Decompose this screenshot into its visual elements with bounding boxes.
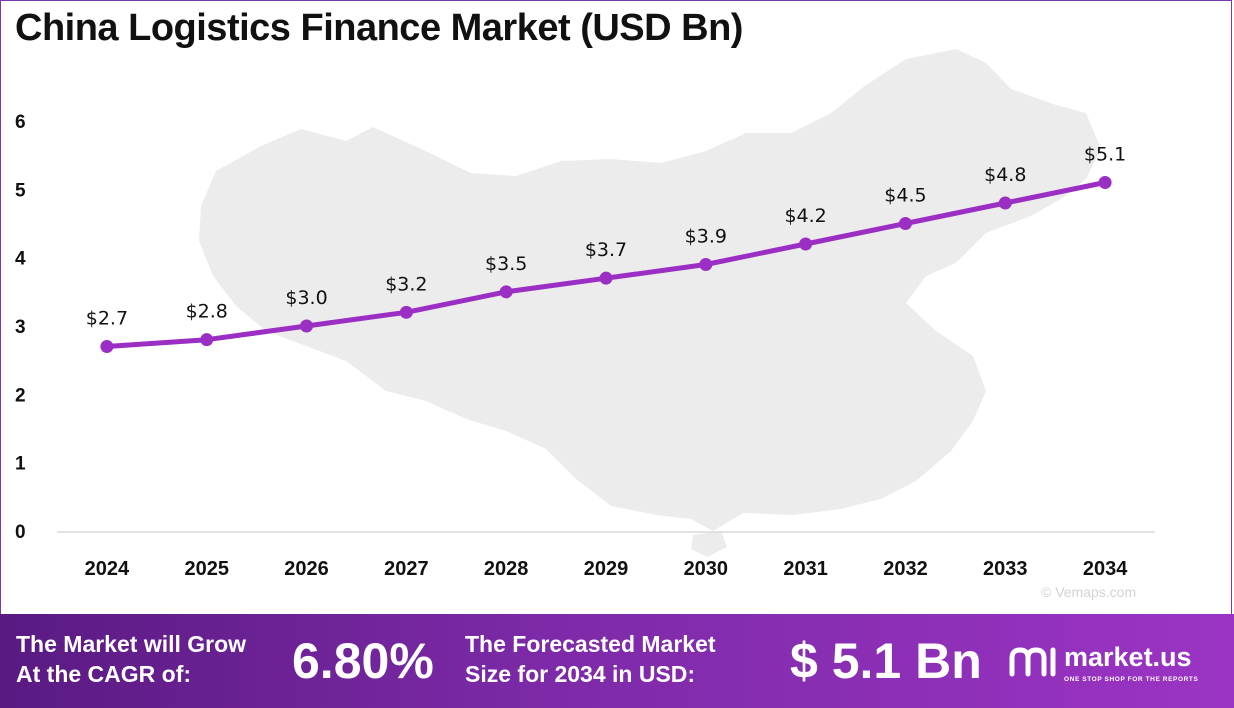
x-tick-label: 2031	[783, 558, 828, 580]
y-axis-ticks: 0 1 2 3 4 5 6	[15, 112, 26, 543]
forecast-value: $ 5.1 Bn	[790, 633, 982, 689]
data-label: $2.8	[186, 301, 228, 323]
data-point	[699, 258, 713, 271]
y-tick-label: 5	[15, 180, 26, 201]
data-label: $4.8	[984, 164, 1026, 186]
y-tick-label: 1	[15, 454, 26, 475]
data-label: $3.0	[285, 287, 327, 309]
y-tick-label: 3	[15, 317, 26, 338]
data-point	[399, 305, 413, 319]
brand-name: market.us	[1064, 642, 1192, 672]
data-point	[799, 237, 813, 251]
x-tick-label: 2026	[284, 558, 329, 580]
brand-mark-icon	[1009, 647, 1056, 677]
cagr-value: 6.80%	[292, 633, 434, 689]
map-credit: © Vemaps.com	[1041, 584, 1136, 600]
data-point	[898, 217, 912, 230]
hainan-island-shape	[691, 531, 727, 557]
data-point	[200, 333, 214, 347]
x-axis-ticks: 2024 2025 2026 2027 2028 2029 2030 2031 2032 2033…	[85, 558, 1129, 580]
data-label: $4.5	[884, 185, 926, 207]
x-tick-label: 2029	[584, 558, 629, 580]
data-point	[1098, 176, 1112, 189]
china-map-silhouette	[199, 49, 1101, 531]
data-label: $4.2	[784, 205, 826, 227]
x-tick-label: 2027	[384, 558, 429, 580]
x-tick-label: 2033	[983, 558, 1028, 580]
cagr-label-line2: At the CAGR of:	[16, 661, 192, 687]
y-tick-label: 6	[15, 112, 26, 133]
y-tick-label: 0	[15, 522, 26, 543]
data-point	[100, 340, 114, 353]
forecast-label: The Forecasted Market Size for 2034 in U…	[465, 629, 716, 689]
data-label: $5.1	[1084, 144, 1126, 166]
data-point	[998, 196, 1012, 210]
x-tick-label: 2028	[484, 558, 529, 580]
data-point	[499, 285, 513, 299]
y-tick-label: 4	[15, 249, 26, 270]
data-label: $3.9	[685, 226, 727, 248]
forecast-label-line2: Size for 2034 in USD:	[465, 661, 696, 687]
forecast-label-line1: The Forecasted Market	[465, 631, 716, 657]
data-points	[100, 176, 1112, 353]
data-label: $3.5	[485, 253, 527, 275]
x-tick-label: 2024	[85, 558, 130, 580]
cagr-label-line1: The Market will Grow	[16, 631, 247, 657]
summary-footer: The Market will Grow At the CAGR of: 6.8…	[0, 614, 1234, 708]
chart-title: China Logistics Finance Market (USD Bn)	[15, 7, 743, 49]
cagr-label: The Market will Grow At the CAGR of:	[16, 629, 246, 689]
data-point	[599, 271, 613, 285]
x-tick-label: 2030	[684, 558, 729, 580]
brand-logo: market.us ONE STOP SHOP FOR THE REPORTS	[1008, 640, 1218, 690]
brand-tagline: ONE STOP SHOP FOR THE REPORTS	[1064, 676, 1199, 683]
x-tick-label: 2034	[1083, 558, 1128, 580]
data-labels: $2.7 $2.8 $3.0 $3.2 $3.5 $3.7 $3.9 $4.2 $4.5 $4.8…	[86, 144, 1126, 330]
data-point	[300, 319, 314, 333]
data-label: $3.7	[585, 239, 627, 261]
line-chart: 0 1 2 3 4 5 6 2024 2025 2026 2027 2028 2029 2030 2031…	[15, 49, 1155, 600]
data-label: $3.2	[385, 273, 427, 295]
x-tick-label: 2032	[883, 558, 928, 580]
y-tick-label: 2	[15, 385, 26, 406]
data-label: $2.7	[86, 308, 128, 330]
x-tick-label: 2025	[184, 558, 229, 580]
